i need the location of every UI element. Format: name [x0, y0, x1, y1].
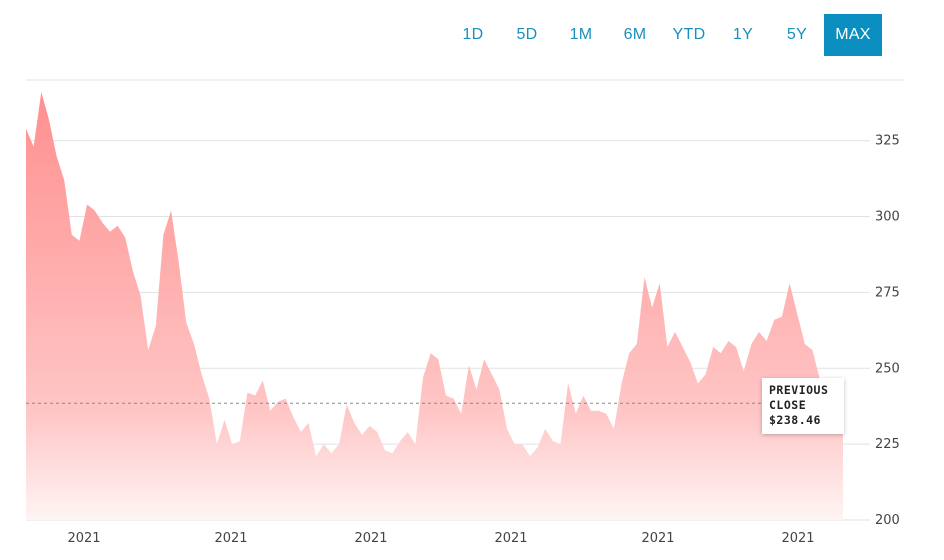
price-area — [26, 92, 843, 520]
tooltip-value: $238.46 — [769, 413, 821, 427]
y-tick-label: 250 — [875, 361, 900, 376]
tooltip-label-line1: PREVIOUS — [769, 383, 829, 397]
x-tick-label: 2021 — [67, 531, 100, 546]
x-tick-label: 2021 — [494, 531, 527, 546]
range-selector: 1D 5D 1M 6M YTD 1Y 5Y MAX — [446, 14, 882, 56]
tooltip-label-line2: CLOSE — [769, 398, 807, 412]
range-1y-button[interactable]: 1Y — [732, 26, 754, 43]
previous-close-tooltip: PREVIOUS CLOSE $238.46 — [762, 378, 844, 434]
x-tick-label: 2021 — [214, 531, 247, 546]
y-tick-label: 200 — [875, 513, 900, 528]
y-tick-label: 225 — [875, 437, 900, 452]
x-axis: 2021 2021 2021 2021 2021 2021 — [67, 531, 814, 546]
y-tick-label: 300 — [875, 210, 900, 225]
y-tick-label: 275 — [875, 285, 900, 300]
range-1d-button[interactable]: 1D — [462, 26, 484, 43]
range-1m-button[interactable]: 1M — [569, 26, 593, 43]
range-5d-button[interactable]: 5D — [516, 26, 538, 43]
range-max-button[interactable]: MAX — [824, 14, 882, 56]
x-tick-label: 2021 — [781, 531, 814, 546]
range-ytd-button[interactable]: YTD — [672, 26, 706, 43]
x-tick-label: 2021 — [641, 531, 674, 546]
range-5y-button[interactable]: 5Y — [786, 26, 808, 43]
y-axis: 200 225 250 275 300 325 — [875, 134, 900, 528]
y-tick-label: 325 — [875, 134, 900, 149]
range-6m-button[interactable]: 6M — [623, 26, 647, 43]
x-tick-label: 2021 — [354, 531, 387, 546]
